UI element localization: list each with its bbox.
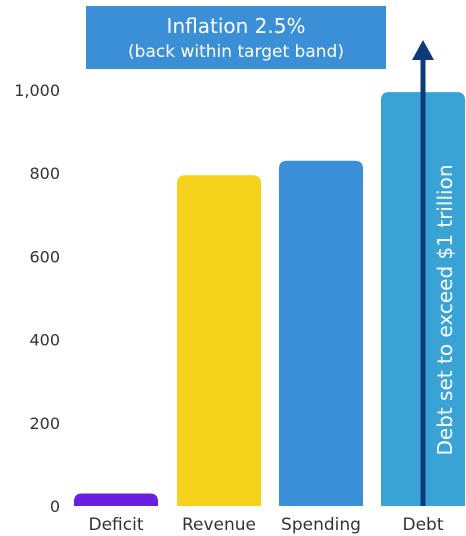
x-tick-label-revenue: Revenue (182, 515, 256, 535)
y-tick-label: 200 (29, 414, 60, 433)
y-axis: 0 200 400 600 800 1,000 (14, 81, 60, 516)
y-tick-label: 800 (29, 164, 60, 183)
x-tick-label-debt: Debt (402, 515, 443, 535)
bar-spending (279, 160, 363, 506)
y-tick-label: 1,000 (14, 81, 60, 100)
x-tick-label-spending: Spending (281, 515, 361, 535)
x-tick-label-deficit: Deficit (89, 515, 144, 535)
inflation-banner-line1: Inflation 2.5% (167, 14, 306, 38)
bar-deficit (74, 493, 158, 506)
y-tick-label: 0 (50, 497, 60, 516)
inflation-banner: Inflation 2.5% (back within target band) (86, 6, 386, 69)
inflation-banner-line2: (back within target band) (128, 42, 344, 62)
bars (74, 92, 465, 506)
debt-annotation-label: Debt set to exceed $1 trillion (433, 164, 457, 455)
y-tick-label: 400 (29, 331, 60, 350)
debt-arrow-head (412, 40, 434, 60)
bar-revenue (177, 175, 261, 506)
y-tick-label: 600 (29, 247, 60, 266)
x-axis-labels: Deficit Revenue Spending Debt (89, 515, 444, 535)
inflation-banner-box (86, 6, 386, 69)
debt-annotation: Debt set to exceed $1 trillion (412, 40, 457, 506)
